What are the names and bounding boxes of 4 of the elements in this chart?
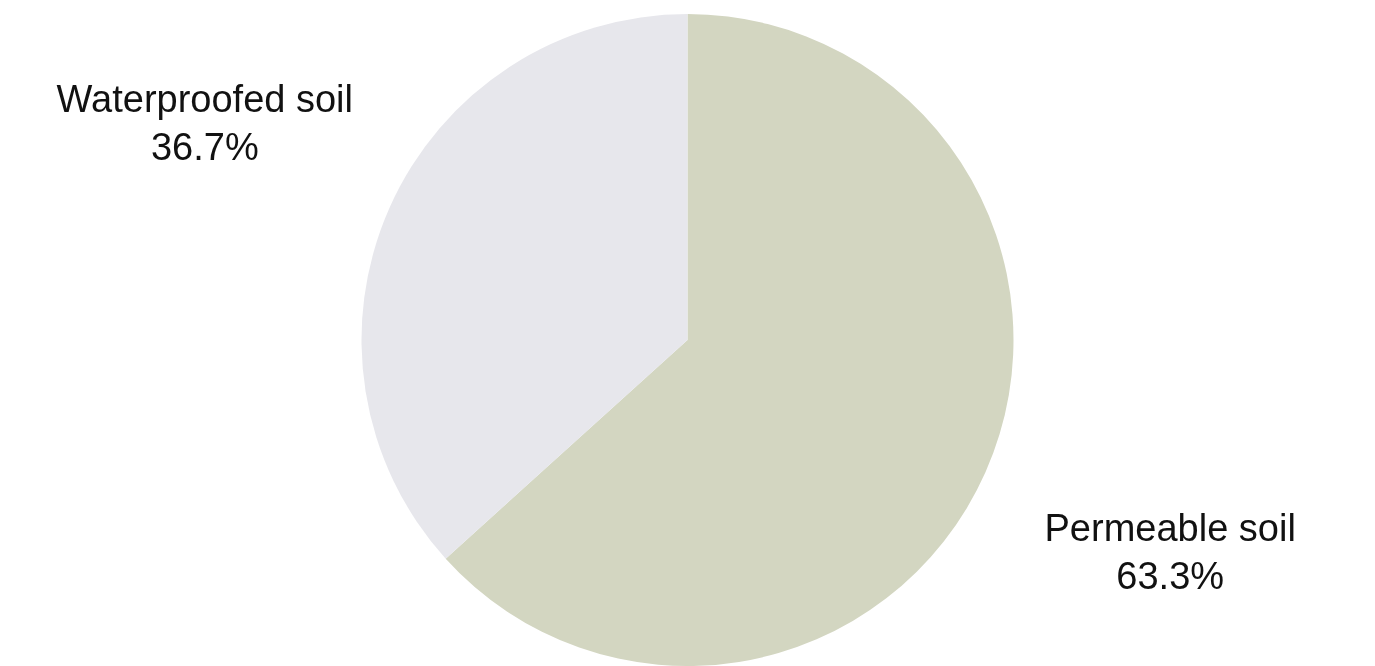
slice-label: Waterproofed soil — [56, 78, 354, 121]
data-label: 36.7% — [150, 126, 259, 169]
slice-label: Permeable soil — [1044, 506, 1296, 549]
data-label: 63.3% — [1116, 554, 1225, 597]
